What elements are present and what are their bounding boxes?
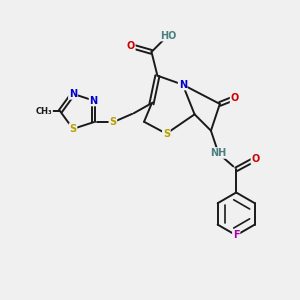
Text: N: N bbox=[178, 80, 187, 90]
Text: HO: HO bbox=[160, 31, 176, 40]
Text: F: F bbox=[233, 230, 239, 240]
Text: S: S bbox=[109, 117, 116, 127]
Text: O: O bbox=[231, 93, 239, 103]
Text: O: O bbox=[251, 154, 260, 164]
Text: N: N bbox=[69, 89, 77, 99]
Text: S: S bbox=[163, 129, 170, 139]
Text: O: O bbox=[127, 41, 135, 51]
Text: CH₃: CH₃ bbox=[36, 107, 52, 116]
Text: NH: NH bbox=[210, 148, 226, 158]
Text: S: S bbox=[69, 124, 76, 134]
Text: N: N bbox=[89, 95, 98, 106]
